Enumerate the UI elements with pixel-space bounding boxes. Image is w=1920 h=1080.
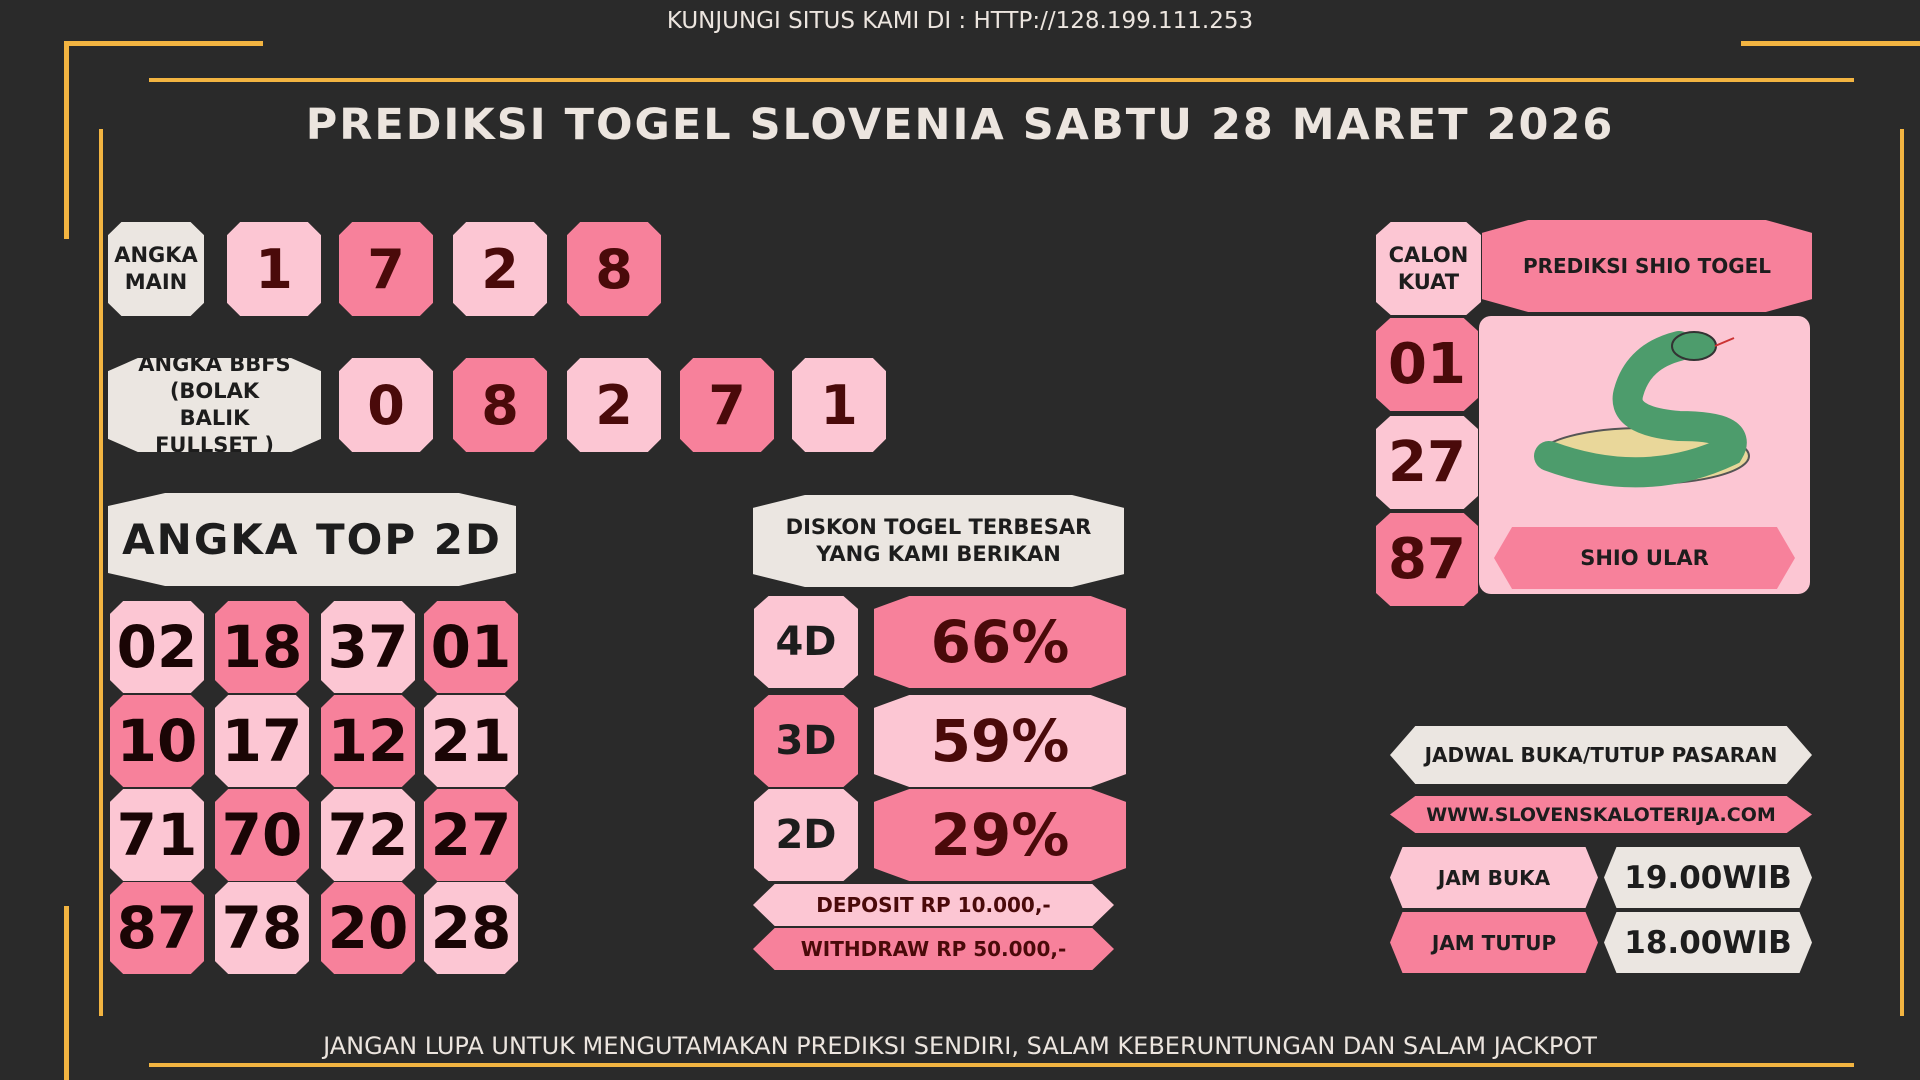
diskon-label: 2D: [754, 789, 858, 881]
jam-buka-label: JAM BUKA: [1390, 847, 1598, 908]
snake-icon: [1534, 331, 1750, 488]
frame-line: [64, 41, 263, 46]
top2d-number: 72: [321, 789, 415, 881]
top2d-number: 28: [424, 882, 518, 974]
bbfs-number: 7: [680, 358, 774, 452]
frame-line: [149, 78, 1854, 82]
top2d-number: 02: [110, 601, 204, 693]
top2d-number: 20: [321, 882, 415, 974]
main-number: 1: [227, 222, 321, 316]
notice: KUNJUNGI SITUS KAMI DI : HTTP://128.199.…: [666, 8, 1254, 34]
website: WWW.SLOVENSKALOTERIJA.COM: [1390, 796, 1812, 833]
bbfs-number: 0: [339, 358, 433, 452]
main-number: 2: [453, 222, 547, 316]
top2d-number: 87: [110, 882, 204, 974]
footer: JANGAN LUPA UNTUK MENGUTAMAKAN PREDIKSI …: [323, 1032, 1597, 1060]
frame-line: [149, 1063, 1854, 1067]
bbfs-number: 1: [792, 358, 886, 452]
frame-line: [1900, 129, 1904, 1016]
diskon-title: DISKON TOGEL TERBESAR YANG KAMI BERIKAN: [753, 495, 1124, 587]
jam-tutup: 18.00WIB: [1604, 912, 1812, 973]
frame-line: [64, 906, 69, 1080]
top2d-number: 01: [424, 601, 518, 693]
diskon-value: 66%: [874, 596, 1126, 688]
top2d-number: 10: [110, 695, 204, 787]
angka-main-label: ANGKA MAIN: [108, 222, 204, 316]
top2d-number: 18: [215, 601, 309, 693]
shio-number: 27: [1376, 416, 1478, 509]
top2d-number: 71: [110, 789, 204, 881]
title: PREDIKSI TOGEL SLOVENIA SABTU 28 MARET 2…: [305, 100, 1615, 150]
main-number: 7: [339, 222, 433, 316]
top2d-number: 21: [424, 695, 518, 787]
deposit: DEPOSIT RP 10.000,-: [753, 884, 1114, 926]
bbfs-number: 8: [453, 358, 547, 452]
shio-title: PREDIKSI SHIO TOGEL: [1482, 220, 1812, 312]
shio-number: 01: [1376, 318, 1478, 411]
frame-line: [64, 41, 69, 239]
top2d-number: 70: [215, 789, 309, 881]
calon-kuat-label: CALON KUAT: [1376, 222, 1481, 315]
top2d-number: 17: [215, 695, 309, 787]
shio-number: 87: [1376, 513, 1478, 606]
frame-line: [1741, 41, 1920, 46]
jam-buka: 19.00WIB: [1604, 847, 1812, 908]
diskon-label: 3D: [754, 695, 858, 787]
top2d-number: 78: [215, 882, 309, 974]
diskon-value: 29%: [874, 789, 1126, 881]
frame-line: [99, 129, 103, 1016]
top2d-number: 37: [321, 601, 415, 693]
diskon-label: 4D: [754, 596, 858, 688]
withdraw: WITHDRAW RP 50.000,-: [753, 928, 1114, 970]
top2d-number: 12: [321, 695, 415, 787]
bbfs-number: 2: [567, 358, 661, 452]
shio-name: SHIO ULAR: [1494, 527, 1795, 589]
bbfs-label: ANGKA BBFS (BOLAK BALIK FULLSET ): [108, 358, 321, 452]
top2d-number: 27: [424, 789, 518, 881]
jadwal-title: JADWAL BUKA/TUTUP PASARAN: [1390, 726, 1812, 784]
diskon-value: 59%: [874, 695, 1126, 787]
top2d-label: ANGKA TOP 2D: [108, 493, 516, 586]
jam-tutup-label: JAM TUTUP: [1390, 912, 1598, 973]
main-number: 8: [567, 222, 661, 316]
